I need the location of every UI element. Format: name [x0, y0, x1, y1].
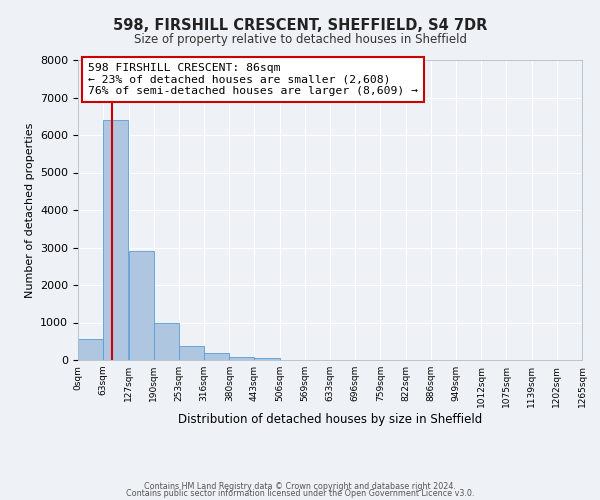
Bar: [229, 356, 254, 360]
Bar: [103, 120, 128, 360]
Text: Size of property relative to detached houses in Sheffield: Size of property relative to detached ho…: [133, 32, 467, 46]
Bar: [204, 354, 229, 360]
Bar: [78, 339, 103, 360]
Text: Contains HM Land Registry data © Crown copyright and database right 2024.: Contains HM Land Registry data © Crown c…: [144, 482, 456, 491]
Text: 598 FIRSHILL CRESCENT: 86sqm
← 23% of detached houses are smaller (2,608)
76% of: 598 FIRSHILL CRESCENT: 86sqm ← 23% of de…: [88, 63, 418, 96]
Bar: [254, 358, 280, 360]
X-axis label: Distribution of detached houses by size in Sheffield: Distribution of detached houses by size …: [178, 412, 482, 426]
Text: Contains public sector information licensed under the Open Government Licence v3: Contains public sector information licen…: [126, 490, 474, 498]
Bar: [128, 250, 154, 360]
Bar: [179, 346, 204, 360]
Text: 598, FIRSHILL CRESCENT, SHEFFIELD, S4 7DR: 598, FIRSHILL CRESCENT, SHEFFIELD, S4 7D…: [113, 18, 487, 32]
Y-axis label: Number of detached properties: Number of detached properties: [25, 122, 35, 298]
Bar: [154, 324, 179, 360]
